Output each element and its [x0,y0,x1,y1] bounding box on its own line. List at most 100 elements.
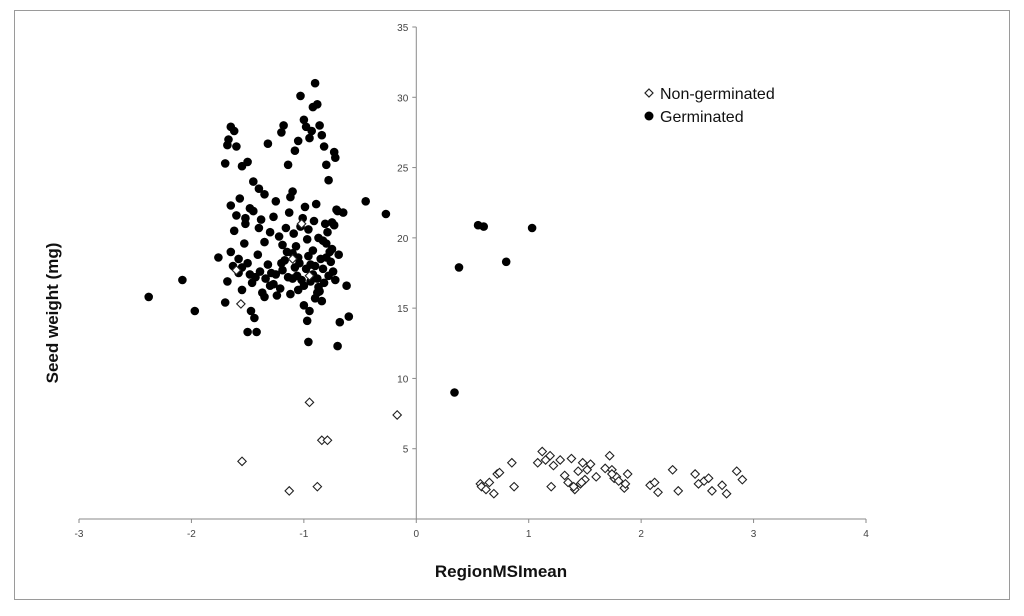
germinated-point [278,240,287,250]
germinated-point [299,281,309,291]
germinated-point [250,313,259,323]
non-germinated-point [284,485,295,496]
germinated-point [305,306,314,316]
germinated-point [232,211,241,220]
germinated-point [313,274,322,283]
germinated-point [267,268,276,278]
x-tick-label: 4 [863,529,869,540]
germinated-point [241,213,250,223]
non-germinated-point [703,473,714,484]
germinated-point [323,227,332,237]
germinated-point [310,78,320,88]
axes: -3 -2 -1 0 1 2 3 4 5 10 15 20 25 30 35 [75,23,870,540]
non-germinated-point [706,485,717,496]
germinated-point [301,264,311,274]
germinated-point [289,229,299,238]
germinated-point [269,279,278,289]
non-germinated-point [577,457,588,468]
non-germinated-point [235,298,246,309]
germinated-point [265,227,275,237]
germinated-point [283,272,293,282]
non-germinated-point [545,450,556,461]
germinated-point [235,194,245,203]
non-germinated-point [296,218,307,229]
germinated-point [317,296,327,306]
germinated-point [307,126,317,136]
legend-marker-non-germinated [644,88,654,98]
non-germinated-point [721,488,732,499]
non-germinated-point [673,485,684,496]
germinated-point [246,306,256,316]
y-ticks: 5 10 15 20 25 30 35 [397,23,417,456]
non-germinated-point [566,453,577,464]
germinated-point [277,128,286,137]
non-germinated-point [392,409,403,420]
germinated-point [291,242,301,251]
germinated-point [253,250,263,259]
x-tick-label: 2 [638,529,644,540]
germinated-point [319,142,329,151]
non-germinated-point [506,457,517,468]
non-germinated-point [484,477,495,488]
y-axis-title: Seed weight (mg) [43,243,62,384]
germinated-point [302,316,312,326]
y-tick-label: 20 [397,234,409,245]
legend-label-non-germinated: Non-germinated [660,86,775,103]
germinated-point [322,253,331,262]
germinated-point [290,146,300,155]
germinated-point [229,126,239,136]
germinated-point [296,91,305,101]
non-germinated-point [653,487,663,498]
non-germinated-point [476,481,487,492]
legend-marker-germinated [644,111,654,121]
non-germinated-point [591,471,602,482]
germinated-point [271,197,281,206]
germinated-point [333,341,342,351]
germinated-point [450,388,459,397]
x-tick-label: 1 [526,529,532,540]
germinated-point [324,271,333,281]
germinated-point [260,237,269,247]
germinated-point [190,306,200,316]
germinated-point [305,133,314,143]
germinated-point [243,327,252,337]
germinated-point [381,209,391,219]
germinated-point [319,278,329,288]
germinated-point [144,292,153,302]
x-ticks: -3 -2 -1 0 1 2 3 4 [75,519,869,540]
germinated-point [234,254,243,264]
germinated-point [454,263,464,272]
germinated-point [275,284,285,293]
germinated-point [288,249,297,258]
germinated-point [279,121,288,130]
germinated-point [315,121,324,130]
non-germinated-point [287,253,298,264]
germinated-point [220,298,230,307]
x-tick-label: -3 [75,529,84,540]
x-axis-title: RegionMSImean [435,562,567,581]
non-germinated-point [717,480,728,491]
germinated-point [311,199,321,209]
germinated-point [322,160,331,170]
y-tick-label: 30 [397,93,409,104]
data-points [144,78,748,499]
non-germinated-point [622,469,633,479]
germinated-point [269,212,278,222]
germinated-point [249,206,258,216]
y-tick-label: 25 [397,164,409,175]
non-germinated-point [304,397,315,408]
non-germinated-point [613,476,624,487]
germinated-point [286,289,295,299]
non-germinated-point [237,456,247,467]
germinated-point [313,288,322,298]
germinated-point [252,327,261,337]
germinated-point [338,208,348,217]
germinated-point [249,177,258,186]
non-germinated-point [481,484,491,495]
non-germinated-point [231,265,242,276]
germinated-point [299,115,309,125]
germinated-point [501,257,511,267]
germinated-point [232,142,241,151]
non-germinated-point [494,467,505,478]
